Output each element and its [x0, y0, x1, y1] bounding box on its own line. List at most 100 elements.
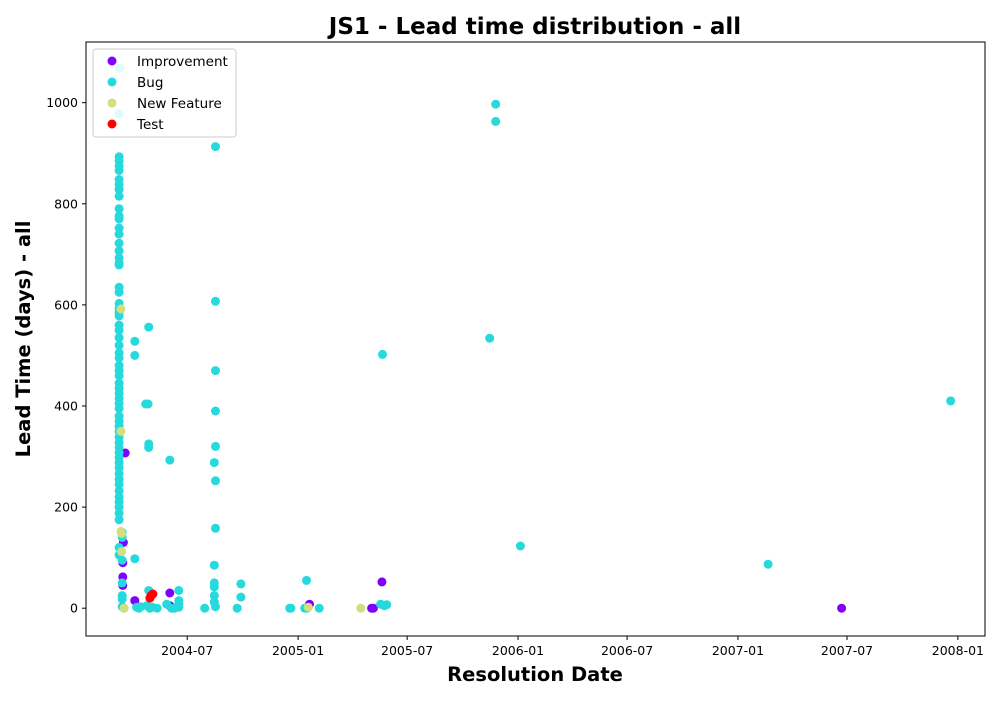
- data-point: [232, 603, 242, 613]
- chart-title: JS1 - Lead time distribution - all: [327, 14, 741, 40]
- data-point: [491, 99, 501, 109]
- data-point: [302, 575, 311, 585]
- y-tick-label: 0: [70, 601, 78, 616]
- data-point: [114, 371, 124, 381]
- data-point: [211, 602, 220, 612]
- legend-label: Bug: [137, 75, 163, 91]
- data-point: [114, 260, 124, 270]
- y-axis-label: Lead Time (days) - all: [12, 221, 35, 458]
- data-point: [209, 591, 219, 601]
- legend-box: [92, 48, 237, 138]
- data-point: [114, 214, 124, 224]
- data-point: [152, 603, 162, 613]
- data-point: [200, 603, 210, 613]
- legend-marker: [107, 56, 117, 66]
- x-tick-label: 2007-07: [821, 643, 873, 658]
- x-tick-label: 2006-01: [492, 643, 544, 658]
- data-point: [837, 603, 847, 613]
- data-point: [117, 555, 127, 565]
- data-point: [485, 333, 495, 343]
- data-point: [946, 396, 956, 406]
- data-point: [211, 523, 220, 533]
- y-tick-label: 1000: [46, 95, 78, 110]
- data-point: [130, 350, 140, 360]
- data-point: [174, 602, 184, 612]
- data-point: [117, 528, 127, 538]
- data-point: [114, 340, 124, 350]
- data-point: [114, 229, 124, 239]
- y-axis: 0 200 400 600 800 1000: [46, 95, 86, 616]
- data-point: [209, 582, 219, 592]
- data-point: [314, 603, 324, 613]
- plot-frame: [85, 41, 986, 637]
- data-point: [763, 559, 773, 569]
- data-point: [117, 594, 127, 604]
- data-point: [114, 246, 124, 256]
- data-point: [143, 399, 153, 409]
- x-tick-label: 2004-07: [161, 643, 213, 658]
- data-point: [209, 458, 219, 468]
- data-point: [303, 602, 313, 612]
- legend-label: Improvement: [137, 54, 228, 70]
- data-point: [165, 455, 175, 465]
- data-point: [211, 441, 220, 451]
- x-tick-label: 2008-01: [932, 643, 984, 658]
- x-tick-label: 2006-07: [601, 643, 653, 658]
- data-point: [116, 426, 126, 436]
- data-point: [286, 603, 296, 613]
- data-point: [114, 404, 124, 413]
- data-point: [114, 325, 124, 335]
- data-point: [211, 296, 220, 306]
- x-tick-label: 2007-01: [712, 643, 764, 658]
- data-point: [130, 554, 140, 564]
- x-tick-label: 2005-07: [381, 643, 433, 658]
- data-point: [165, 588, 175, 598]
- data-point: [119, 603, 129, 613]
- data-point: [114, 204, 124, 214]
- data-point: [211, 142, 220, 152]
- data-point: [377, 577, 387, 587]
- data-point: [130, 336, 140, 346]
- legend-marker: [107, 98, 117, 108]
- data-point: [515, 541, 525, 551]
- data-point: [144, 442, 154, 452]
- data-point: [114, 515, 124, 525]
- y-tick-label: 800: [54, 196, 78, 211]
- data-point: [382, 600, 392, 610]
- legend-marker: [107, 119, 117, 129]
- x-tick-label: 2005-01: [272, 643, 324, 658]
- x-axis: 2004-07 2005-01 2005-07 2006-01 2006-07 2007-…: [161, 636, 984, 658]
- data-point: [117, 547, 127, 557]
- legend-marker: [107, 77, 117, 87]
- legend-label: Test: [136, 117, 164, 133]
- y-tick-label: 400: [54, 398, 78, 413]
- data-point: [148, 589, 158, 599]
- data-point: [174, 586, 184, 595]
- data-point: [117, 578, 127, 588]
- data-point: [209, 560, 219, 570]
- data-point: [114, 353, 124, 363]
- data-point: [114, 311, 124, 321]
- data-point: [114, 508, 124, 518]
- data-point: [211, 476, 220, 486]
- data-point: [356, 603, 366, 613]
- data-point: [116, 304, 126, 314]
- data-point: [114, 185, 124, 195]
- data-point: [114, 165, 124, 175]
- data-point: [491, 116, 501, 126]
- data-point: [236, 579, 246, 589]
- data-point: [378, 349, 387, 359]
- data-point: [114, 333, 124, 343]
- data-point: [236, 592, 246, 602]
- data-point: [211, 406, 220, 416]
- data-point: [114, 287, 124, 297]
- data-point: [144, 322, 154, 332]
- x-axis-label: Resolution Date: [447, 663, 623, 686]
- data-point: [211, 366, 220, 376]
- data-point: [114, 479, 124, 489]
- plot-marks: [114, 63, 956, 613]
- data-point: [114, 238, 124, 248]
- legend-label: New Feature: [137, 96, 222, 112]
